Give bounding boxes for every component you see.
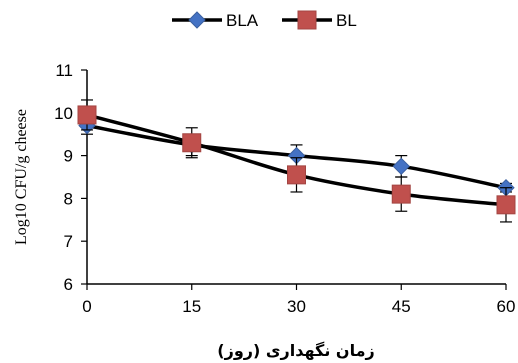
x-tick-label: 30 xyxy=(287,297,306,316)
point-bl xyxy=(287,165,306,185)
legend-label-bla: BLA xyxy=(226,11,259,30)
y-tick-label: 10 xyxy=(54,104,73,123)
y-axis-label: Log10 CFU/g cheese xyxy=(13,109,30,245)
point-bl xyxy=(391,184,411,204)
x-tick-label: 0 xyxy=(82,297,91,316)
legend-marker-bla xyxy=(188,11,206,29)
x-tick-label: 60 xyxy=(497,297,516,316)
y-tick-label: 8 xyxy=(64,189,73,208)
y-tick-label: 7 xyxy=(64,232,73,251)
axes: 6 7 8 9 10 11 0 15 30 45 60 xyxy=(54,61,515,316)
point-bl xyxy=(182,133,202,153)
x-tick-label: 45 xyxy=(392,297,411,316)
point-bl xyxy=(77,105,97,125)
legend-marker-bl xyxy=(297,10,317,30)
x-tick-label: 15 xyxy=(182,297,201,316)
point-bl xyxy=(496,195,516,215)
point-bla xyxy=(392,157,410,176)
x-axis-label: زمان نگهداری (روز) xyxy=(217,341,374,360)
legend: BLA BL xyxy=(172,10,357,30)
y-tick-label: 9 xyxy=(64,147,73,166)
y-tick-label: 6 xyxy=(64,275,73,294)
y-tick-label: 11 xyxy=(55,61,73,80)
series-bl xyxy=(77,99,516,223)
series-layer xyxy=(77,99,516,223)
legend-label-bl: BL xyxy=(336,11,357,30)
